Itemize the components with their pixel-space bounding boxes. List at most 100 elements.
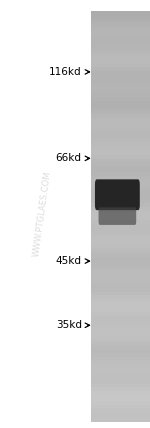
Text: 116kd: 116kd [49, 67, 82, 77]
Bar [91, 400, 150, 404]
Bar [91, 28, 150, 33]
Bar [91, 373, 150, 377]
Bar [91, 124, 150, 128]
Bar [91, 100, 150, 104]
Bar [91, 274, 150, 278]
Bar [91, 18, 150, 22]
Bar [91, 134, 150, 138]
Bar [91, 209, 150, 214]
Bar [91, 131, 150, 135]
Bar [91, 226, 150, 230]
Bar [91, 151, 150, 155]
Bar [91, 380, 150, 384]
Bar [91, 329, 150, 333]
Bar [91, 137, 150, 142]
Bar [91, 219, 150, 223]
Bar [91, 141, 150, 145]
Bar [91, 196, 150, 200]
Bar [91, 11, 150, 15]
Bar [91, 250, 150, 254]
Bar [91, 390, 150, 394]
Bar [91, 264, 150, 268]
Bar [91, 158, 150, 162]
Bar [91, 52, 150, 56]
Bar [91, 76, 150, 80]
Bar [91, 117, 150, 121]
Bar [91, 257, 150, 261]
Bar [91, 161, 150, 166]
Bar [91, 291, 150, 295]
Bar [91, 144, 150, 149]
Bar [91, 349, 150, 354]
Bar [91, 199, 150, 203]
Bar [91, 59, 150, 63]
Bar [91, 376, 150, 380]
Bar [91, 417, 150, 422]
Bar [91, 414, 150, 418]
Bar [91, 165, 150, 169]
Bar [91, 253, 150, 258]
Bar [91, 206, 150, 210]
Bar [91, 113, 150, 118]
Bar [91, 277, 150, 282]
Bar [91, 312, 150, 316]
Bar [91, 185, 150, 190]
Bar [91, 80, 150, 83]
Bar [91, 127, 150, 131]
Bar [91, 93, 150, 97]
Bar [91, 284, 150, 288]
Bar [91, 32, 150, 36]
FancyBboxPatch shape [99, 208, 136, 225]
Bar [91, 369, 150, 374]
Text: 66kd: 66kd [56, 153, 82, 163]
Bar [91, 202, 150, 207]
Bar [91, 332, 150, 336]
Bar [91, 397, 150, 401]
Bar [91, 45, 150, 50]
Bar [91, 189, 150, 193]
Bar [91, 66, 150, 70]
Bar [91, 83, 150, 87]
Bar [91, 393, 150, 398]
Bar [91, 103, 150, 107]
Bar [91, 410, 150, 415]
Bar [91, 356, 150, 360]
Bar [91, 216, 150, 220]
Bar [91, 404, 150, 408]
Bar [91, 318, 150, 323]
Bar [91, 172, 150, 176]
Bar [91, 96, 150, 101]
Bar [91, 148, 150, 152]
Bar [91, 236, 150, 241]
Text: 35kd: 35kd [56, 320, 82, 330]
Bar [91, 342, 150, 347]
Bar [91, 315, 150, 319]
Bar [91, 305, 150, 309]
Bar [91, 223, 150, 227]
Bar [91, 120, 150, 125]
Bar [91, 39, 150, 43]
Bar [91, 339, 150, 343]
Bar [91, 107, 150, 111]
Bar [91, 182, 150, 186]
Bar [91, 178, 150, 183]
Bar [91, 363, 150, 367]
Bar [91, 86, 150, 90]
Bar [91, 233, 150, 237]
Bar [91, 110, 150, 114]
Bar [91, 407, 150, 411]
Bar [91, 42, 150, 46]
Bar [91, 366, 150, 370]
Bar [91, 73, 150, 77]
Bar [91, 243, 150, 247]
Bar [91, 359, 150, 363]
Bar [91, 192, 150, 196]
Bar [91, 336, 150, 340]
Bar [91, 49, 150, 53]
Bar [91, 325, 150, 330]
Bar [91, 281, 150, 285]
Bar [91, 353, 150, 357]
Bar [91, 69, 150, 74]
Bar [91, 168, 150, 172]
Bar [91, 89, 150, 94]
